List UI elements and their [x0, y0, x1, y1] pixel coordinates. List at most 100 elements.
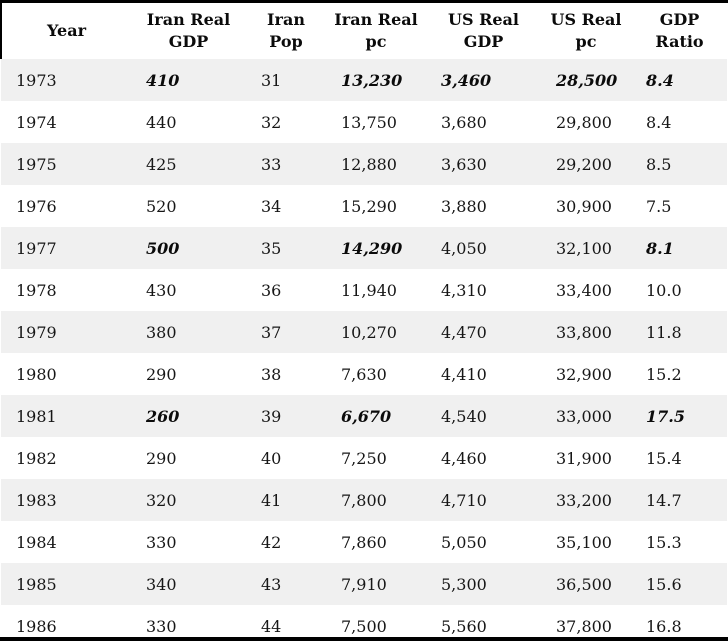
cell-iran-pop: 34	[246, 185, 326, 227]
cell-iran-real-pc: 7,860	[326, 521, 426, 563]
cell-iran-pop: 31	[246, 59, 326, 101]
cell-us-real-pc: 32,900	[541, 353, 631, 395]
cell-gdp-ratio: 15.4	[631, 437, 728, 479]
cell-us-real-gdp: 5,300	[426, 563, 541, 605]
cell-us-real-gdp: 4,460	[426, 437, 541, 479]
cell-iran-real-gdp: 340	[131, 563, 246, 605]
cell-year: 1986	[1, 605, 131, 641]
cell-us-real-pc: 29,800	[541, 101, 631, 143]
cell-gdp-ratio: 10.0	[631, 269, 728, 311]
column-header-iran-pop: Iran Pop	[246, 1, 326, 59]
cell-us-real-gdp: 4,710	[426, 479, 541, 521]
cell-gdp-ratio: 8.4	[631, 59, 728, 101]
cell-us-real-pc: 33,000	[541, 395, 631, 437]
cell-iran-real-pc: 7,800	[326, 479, 426, 521]
cell-year: 1982	[1, 437, 131, 479]
table-row: 1977 500 35 14,290 4,050 32,100 8.1	[1, 227, 728, 269]
cell-us-real-pc: 33,800	[541, 311, 631, 353]
cell-year: 1984	[1, 521, 131, 563]
cell-iran-pop: 43	[246, 563, 326, 605]
cell-iran-real-gdp: 425	[131, 143, 246, 185]
cell-gdp-ratio: 8.1	[631, 227, 728, 269]
cell-iran-real-gdp: 260	[131, 395, 246, 437]
table-row: 1985 340 43 7,910 5,300 36,500 15.6	[1, 563, 728, 605]
cell-iran-real-gdp: 320	[131, 479, 246, 521]
cell-gdp-ratio: 8.5	[631, 143, 728, 185]
column-header-iran-real-gdp: Iran Real GDP	[131, 1, 246, 59]
cell-us-real-gdp: 5,560	[426, 605, 541, 641]
table-row: 1975 425 33 12,880 3,630 29,200 8.5	[1, 143, 728, 185]
cell-us-real-gdp: 3,880	[426, 185, 541, 227]
cell-iran-pop: 37	[246, 311, 326, 353]
table-row: 1986 330 44 7,500 5,560 37,800 16.8	[1, 605, 728, 641]
table-row: 1974 440 32 13,750 3,680 29,800 8.4	[1, 101, 728, 143]
cell-iran-real-gdp: 500	[131, 227, 246, 269]
cell-year: 1981	[1, 395, 131, 437]
cell-year: 1976	[1, 185, 131, 227]
column-header-gdp-ratio: GDP Ratio	[631, 1, 728, 59]
cell-year: 1980	[1, 353, 131, 395]
cell-iran-real-pc: 13,750	[326, 101, 426, 143]
cell-us-real-pc: 33,200	[541, 479, 631, 521]
cell-iran-pop: 32	[246, 101, 326, 143]
cell-year: 1985	[1, 563, 131, 605]
cell-iran-pop: 36	[246, 269, 326, 311]
cell-us-real-gdp: 4,050	[426, 227, 541, 269]
cell-gdp-ratio: 11.8	[631, 311, 728, 353]
cell-year: 1983	[1, 479, 131, 521]
header-row: Year Iran Real GDP Iran Pop Iran Real pc US …	[0, 1, 728, 59]
cell-us-real-pc: 33,400	[541, 269, 631, 311]
cell-iran-real-gdp: 410	[131, 59, 246, 101]
table-bottom-border	[0, 637, 728, 641]
cell-iran-real-gdp: 330	[131, 521, 246, 563]
cell-iran-pop: 39	[246, 395, 326, 437]
cell-gdp-ratio: 16.8	[631, 605, 728, 641]
table-header: Year Iran Real GDP Iran Pop Iran Real pc US …	[0, 1, 728, 59]
cell-us-real-gdp: 3,460	[426, 59, 541, 101]
cell-us-real-gdp: 4,410	[426, 353, 541, 395]
cell-year: 1975	[1, 143, 131, 185]
cell-iran-real-gdp: 290	[131, 353, 246, 395]
cell-gdp-ratio: 17.5	[631, 395, 728, 437]
cell-iran-real-gdp: 290	[131, 437, 246, 479]
cell-us-real-pc: 29,200	[541, 143, 631, 185]
column-header-us-real-pc: US Real pc	[541, 1, 631, 59]
table-row: 1981 260 39 6,670 4,540 33,000 17.5	[1, 395, 728, 437]
cell-gdp-ratio: 15.2	[631, 353, 728, 395]
cell-year: 1973	[1, 59, 131, 101]
cell-us-real-pc: 32,100	[541, 227, 631, 269]
cell-gdp-ratio: 8.4	[631, 101, 728, 143]
cell-iran-real-gdp: 380	[131, 311, 246, 353]
cell-us-real-gdp: 5,050	[426, 521, 541, 563]
cell-iran-real-gdp: 520	[131, 185, 246, 227]
table-row: 1979 380 37 10,270 4,470 33,800 11.8	[1, 311, 728, 353]
cell-year: 1978	[1, 269, 131, 311]
cell-iran-real-gdp: 330	[131, 605, 246, 641]
cell-gdp-ratio: 7.5	[631, 185, 728, 227]
cell-iran-pop: 38	[246, 353, 326, 395]
cell-iran-pop: 41	[246, 479, 326, 521]
table-row: 1983 320 41 7,800 4,710 33,200 14.7	[1, 479, 728, 521]
cell-us-real-gdp: 4,470	[426, 311, 541, 353]
column-header-iran-real-pc: Iran Real pc	[326, 1, 426, 59]
cell-iran-real-pc: 7,910	[326, 563, 426, 605]
cell-iran-pop: 33	[246, 143, 326, 185]
cell-us-real-gdp: 3,680	[426, 101, 541, 143]
table-body: 1973 410 31 13,230 3,460 28,500 8.4 1974 440 32 13…	[1, 59, 728, 641]
column-header-us-real-gdp: US Real GDP	[426, 1, 541, 59]
cell-us-real-gdp: 4,310	[426, 269, 541, 311]
column-header-year: Year	[0, 1, 131, 59]
cell-iran-real-pc: 14,290	[326, 227, 426, 269]
cell-iran-real-pc: 7,250	[326, 437, 426, 479]
table-row: 1978 430 36 11,940 4,310 33,400 10.0	[1, 269, 728, 311]
cell-us-real-pc: 36,500	[541, 563, 631, 605]
cell-us-real-pc: 30,900	[541, 185, 631, 227]
cell-gdp-ratio: 14.7	[631, 479, 728, 521]
cell-iran-real-gdp: 440	[131, 101, 246, 143]
cell-iran-real-pc: 13,230	[326, 59, 426, 101]
cell-iran-real-pc: 15,290	[326, 185, 426, 227]
cell-us-real-pc: 31,900	[541, 437, 631, 479]
cell-year: 1974	[1, 101, 131, 143]
cell-us-real-gdp: 3,630	[426, 143, 541, 185]
